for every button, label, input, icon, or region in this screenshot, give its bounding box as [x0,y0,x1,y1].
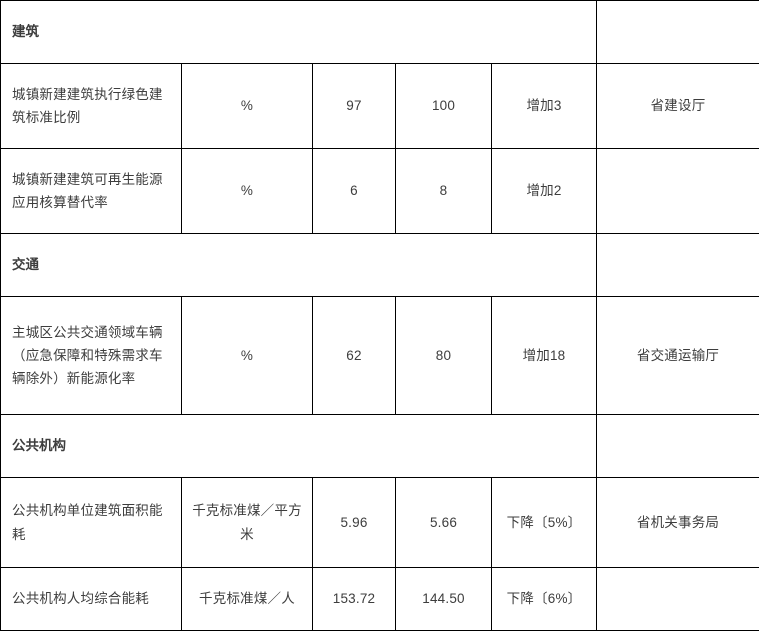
section-header-department-public-institutions [596,414,759,478]
indicator-unit: % [181,63,313,149]
indicator-target-value: 100 [395,63,492,149]
indicator-unit: % [181,296,313,415]
section-header-row: 公共机构 [0,414,759,478]
indicator-target-value: 80 [395,296,492,415]
indicator-department: 省建设厅 [596,63,759,149]
table-row: 城镇新建建筑可再生能源应用核算替代率 % 6 8 增加2 [0,148,759,234]
indicator-base-value: 153.72 [312,567,396,631]
indicator-change: 下降〔6%〕 [491,567,597,631]
indicator-base-value: 5.96 [312,477,396,568]
indicator-change: 增加18 [491,296,597,415]
section-header-public-institutions: 公共机构 [0,414,597,478]
indicator-department [596,567,759,631]
indicator-name: 城镇新建建筑可再生能源应用核算替代率 [0,148,182,234]
indicator-base-value: 97 [312,63,396,149]
indicator-target-value: 144.50 [395,567,492,631]
indicator-change: 下降〔5%〕 [491,477,597,568]
indicator-unit: 千克标准煤／人 [181,567,313,631]
indicator-target-value: 8 [395,148,492,234]
section-header-building: 建筑 [0,0,597,64]
indicator-base-value: 6 [312,148,396,234]
section-header-department-building [596,0,759,64]
indicator-base-value: 62 [312,296,396,415]
indicator-unit: % [181,148,313,234]
section-header-department-transport [596,233,759,297]
indicator-department: 省机关事务局 [596,477,759,568]
indicator-name: 公共机构人均综合能耗 [0,567,182,631]
table-row: 主城区公共交通领域车辆（应急保障和特殊需求车辆除外）新能源化率 % 62 80 … [0,296,759,415]
indicator-change: 增加3 [491,63,597,149]
indicator-name: 城镇新建建筑执行绿色建筑标准比例 [0,63,182,149]
table-row: 城镇新建建筑执行绿色建筑标准比例 % 97 100 增加3 省建设厅 [0,63,759,149]
section-header-label: 公共机构 [12,438,66,454]
table-row: 公共机构单位建筑面积能耗 千克标准煤／平方米 5.96 5.66 下降〔5%〕 … [0,477,759,568]
table-row: 公共机构人均综合能耗 千克标准煤／人 153.72 144.50 下降〔6%〕 [0,567,759,631]
indicator-target-value: 5.66 [395,477,492,568]
section-header-row: 建筑 [0,0,759,64]
section-header-label: 建筑 [12,24,39,40]
section-header-label: 交通 [12,257,39,273]
indicator-department [596,148,759,234]
indicator-change: 增加2 [491,148,597,234]
indicator-department: 省交通运输厅 [596,296,759,415]
indicator-unit: 千克标准煤／平方米 [181,477,313,568]
section-header-row: 交通 [0,233,759,297]
section-header-transport: 交通 [0,233,597,297]
indicator-name: 公共机构单位建筑面积能耗 [0,477,182,568]
indicator-name: 主城区公共交通领域车辆（应急保障和特殊需求车辆除外）新能源化率 [0,296,182,415]
